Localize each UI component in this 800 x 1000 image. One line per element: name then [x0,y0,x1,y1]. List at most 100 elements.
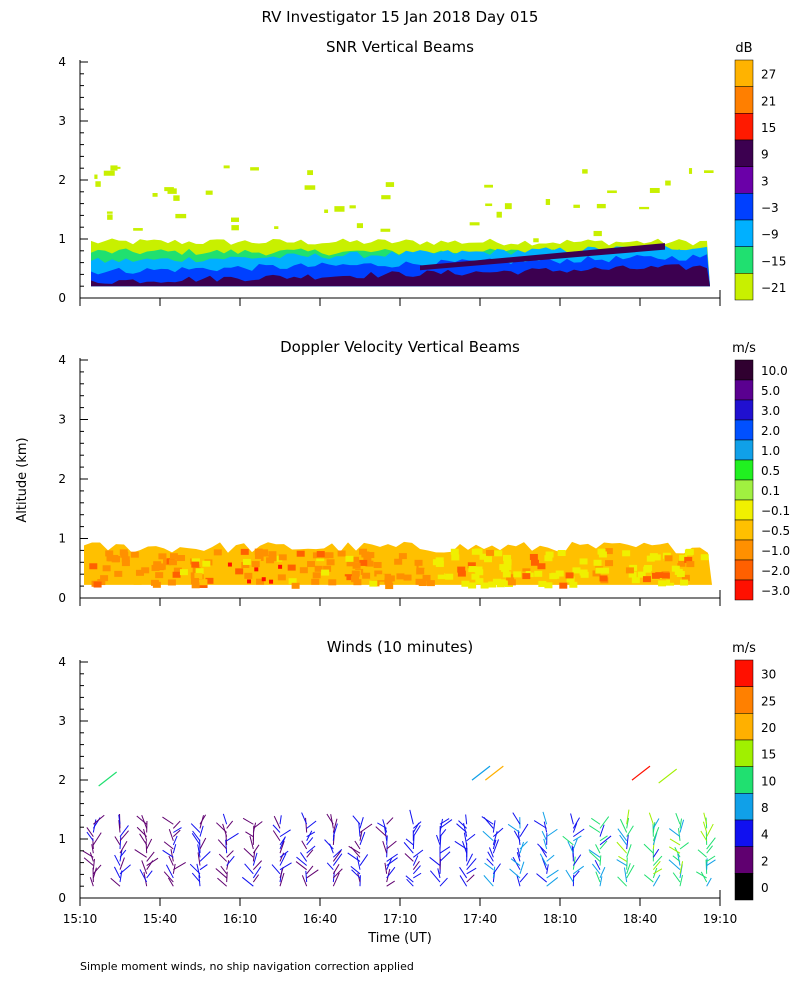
velocity-cell [121,560,130,567]
velocity-cell [140,560,149,567]
snr-speck [110,165,118,171]
colorbar-label: −9 [761,228,779,242]
snr-layer [420,243,665,271]
wind-barb [512,812,521,825]
velocity-cell [501,565,510,572]
wind-barb [279,829,291,838]
velocity-cell [418,561,427,568]
velocity-cell [328,579,337,586]
velocity-cell [572,567,581,574]
velocity-cell [474,566,483,573]
colorbar-label: 2.0 [761,424,780,438]
wind-barb [386,817,394,825]
wind-barb [377,822,387,829]
x-tick-label: 18:40 [623,912,658,926]
wind-barb [679,819,685,833]
wind-barb [437,868,441,879]
snr-speck [304,185,316,190]
wind-barb [546,864,549,874]
wind-barb [139,869,148,883]
velocity-cell [436,568,445,575]
wind-barb [332,848,343,858]
velocity-cell [135,569,144,576]
wind-barb [513,830,521,842]
velocity-cell [247,579,252,584]
velocity-cell [211,562,220,569]
wind-barb [306,830,313,841]
wind-barb [412,860,420,870]
wind-barb [439,819,453,829]
wind-barb [519,823,529,837]
velocity-cell [346,560,355,567]
wind-barb [82,850,94,858]
wind-barb [332,868,343,879]
wind-barb [679,861,684,874]
velocity-cell [352,562,361,569]
wind-barb [546,877,559,887]
wind-barb [199,864,208,871]
colorbar-swatch [734,713,754,741]
wind-barb [272,830,281,842]
velocity-cell [565,572,574,579]
wind-barb [539,853,548,866]
wind-barb [306,849,314,858]
wind-barb [517,847,521,858]
velocity-cell [566,576,575,583]
wind-barb [706,823,714,837]
wind-barb [86,827,94,837]
wind-barb [384,827,388,841]
velocity-cell [502,571,511,578]
snr-speck [485,203,493,207]
velocity-cell [299,567,308,574]
wind-barb [595,844,601,854]
wind-barb [546,828,558,838]
wind-barb [190,823,201,833]
wind-barb [591,817,601,825]
snr-speck [688,168,693,174]
wind-barb [466,867,477,875]
colorbar-swatch [734,379,754,401]
wind-barb [703,812,708,825]
velocity-cell [551,572,560,579]
colorbar-unit: m/s [732,341,756,356]
wind-barb [631,765,651,781]
colorbar-swatch [734,166,754,194]
velocity-cell [664,555,673,562]
velocity-cell [595,567,604,574]
velocity-cell [167,579,176,586]
wind-barb [619,834,628,846]
wind-barb [332,823,338,837]
panel-3: Winds (10 minutes) 0 1 2 3 4 15:10 15:40 16:10 16… [58,638,776,926]
wind-barb [484,862,494,871]
wind-barb [439,818,450,825]
colorbar-swatch [734,359,754,381]
velocity-cell [362,572,371,579]
velocity-cell [119,549,128,556]
velocity-cell [100,575,109,582]
wind-barb [466,874,475,883]
colorbar-label: 3.0 [761,404,780,418]
velocity-cell [254,548,263,555]
colorbar-swatch [734,399,754,421]
snr-speck [484,184,493,188]
velocity-cell [240,548,249,555]
y-tick-label: 4 [58,353,66,367]
wind-barb [172,820,181,829]
velocity-cell [445,573,454,580]
wind-barb [279,815,282,825]
wind-barb [403,842,414,854]
wind-barb [700,830,708,842]
wind-barb [562,835,574,846]
velocity-cell [359,559,368,566]
wind-barb [98,771,118,787]
y-tick-label: 2 [58,472,66,486]
velocity-cell [605,560,614,567]
velocity-cell [268,555,277,562]
velocity-cell [700,554,709,561]
wind-barb [306,869,319,879]
wind-barb [113,866,121,879]
velocity-cell [366,552,375,559]
wind-barb [572,870,580,879]
velocity-cell [316,551,325,558]
velocity-cell [670,557,679,564]
